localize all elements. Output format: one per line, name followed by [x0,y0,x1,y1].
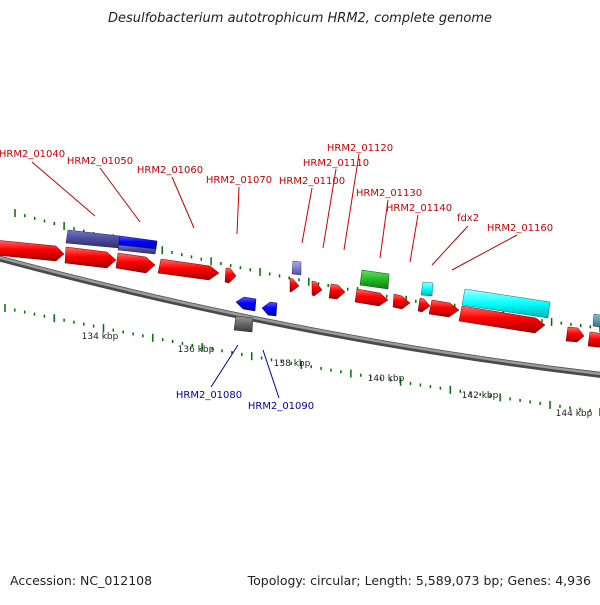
gene-feature[interactable] [261,301,278,317]
gene-label[interactable]: HRM2_01160 [487,223,553,234]
gene-label[interactable]: HRM2_01120 [327,143,393,154]
scale-labels: 134 kbp 136 kbp 138 kbp 140 kbp 142 kbp … [82,332,593,419]
scale-label: 140 kbp [368,374,405,384]
gene-feature[interactable] [354,288,389,307]
gene-feature[interactable] [224,267,237,284]
gene-label[interactable]: HRM2_01110 [303,158,369,169]
gene-feature[interactable] [117,244,157,255]
gene-feature[interactable] [115,252,156,274]
gene-feature[interactable] [359,269,390,290]
gene-label[interactable]: HRM2_01040 [0,149,65,160]
gene-feature[interactable] [458,305,546,334]
gene-feature[interactable] [392,293,411,310]
gene-label[interactable]: HRM2_01060 [137,165,203,176]
gene-label[interactable]: HRM2_01100 [279,176,345,187]
gene-feature[interactable] [157,258,220,281]
scale-label: 136 kbp [178,345,215,355]
gene-feature[interactable] [417,297,431,313]
accession-text: Accession: NC_012108 [10,573,152,588]
gene-feature[interactable] [289,277,300,293]
gene-feature[interactable] [235,296,257,312]
gene-feature[interactable] [291,260,302,276]
gene-feature[interactable] [592,313,600,328]
gene-feature[interactable] [565,326,585,343]
scale-label: 144 kbp [556,409,593,419]
reverse-gene-labels: HRM2_01080 HRM2_01090 [176,390,314,412]
reverse-genes [233,296,278,333]
topology-summary: Topology: circular; Length: 5,589,073 bp… [247,573,591,588]
scale-label: 138 kbp [274,359,311,369]
genome-backbone-highlight [0,256,600,376]
gene-feature[interactable] [420,281,434,297]
gene-label[interactable]: HRM2_01050 [67,156,133,167]
scale-label: 134 kbp [82,332,119,342]
gene-feature[interactable] [65,229,121,249]
forward-gene-labels: HRM2_01040 HRM2_01050 HRM2_01060 HRM2_01… [0,143,553,234]
gene-feature[interactable] [64,246,117,269]
gene-feature[interactable] [428,299,460,318]
gene-feature[interactable] [233,315,254,333]
scale-ticks-reverse [4,304,600,416]
forward-genes [0,229,600,348]
gene-label[interactable]: fdx2 [457,213,479,224]
reverse-label-leaders [210,344,280,399]
gene-feature[interactable] [461,288,551,319]
gene-label[interactable]: HRM2_01080 [176,390,242,401]
gene-label[interactable]: HRM2_01090 [248,401,314,412]
gene-feature[interactable] [0,240,65,262]
gene-label[interactable]: HRM2_01140 [386,203,452,214]
gene-label[interactable]: HRM2_01130 [356,188,422,199]
gene-feature[interactable] [328,283,346,300]
gene-feature[interactable] [587,331,600,348]
forward-label-leaders [31,153,518,271]
gene-label[interactable]: HRM2_01070 [206,175,272,186]
gene-feature[interactable] [311,280,323,297]
scale-label: 142 kbp [462,391,499,401]
map-title: Desulfobacterium autotrophicum HRM2, com… [108,11,492,26]
